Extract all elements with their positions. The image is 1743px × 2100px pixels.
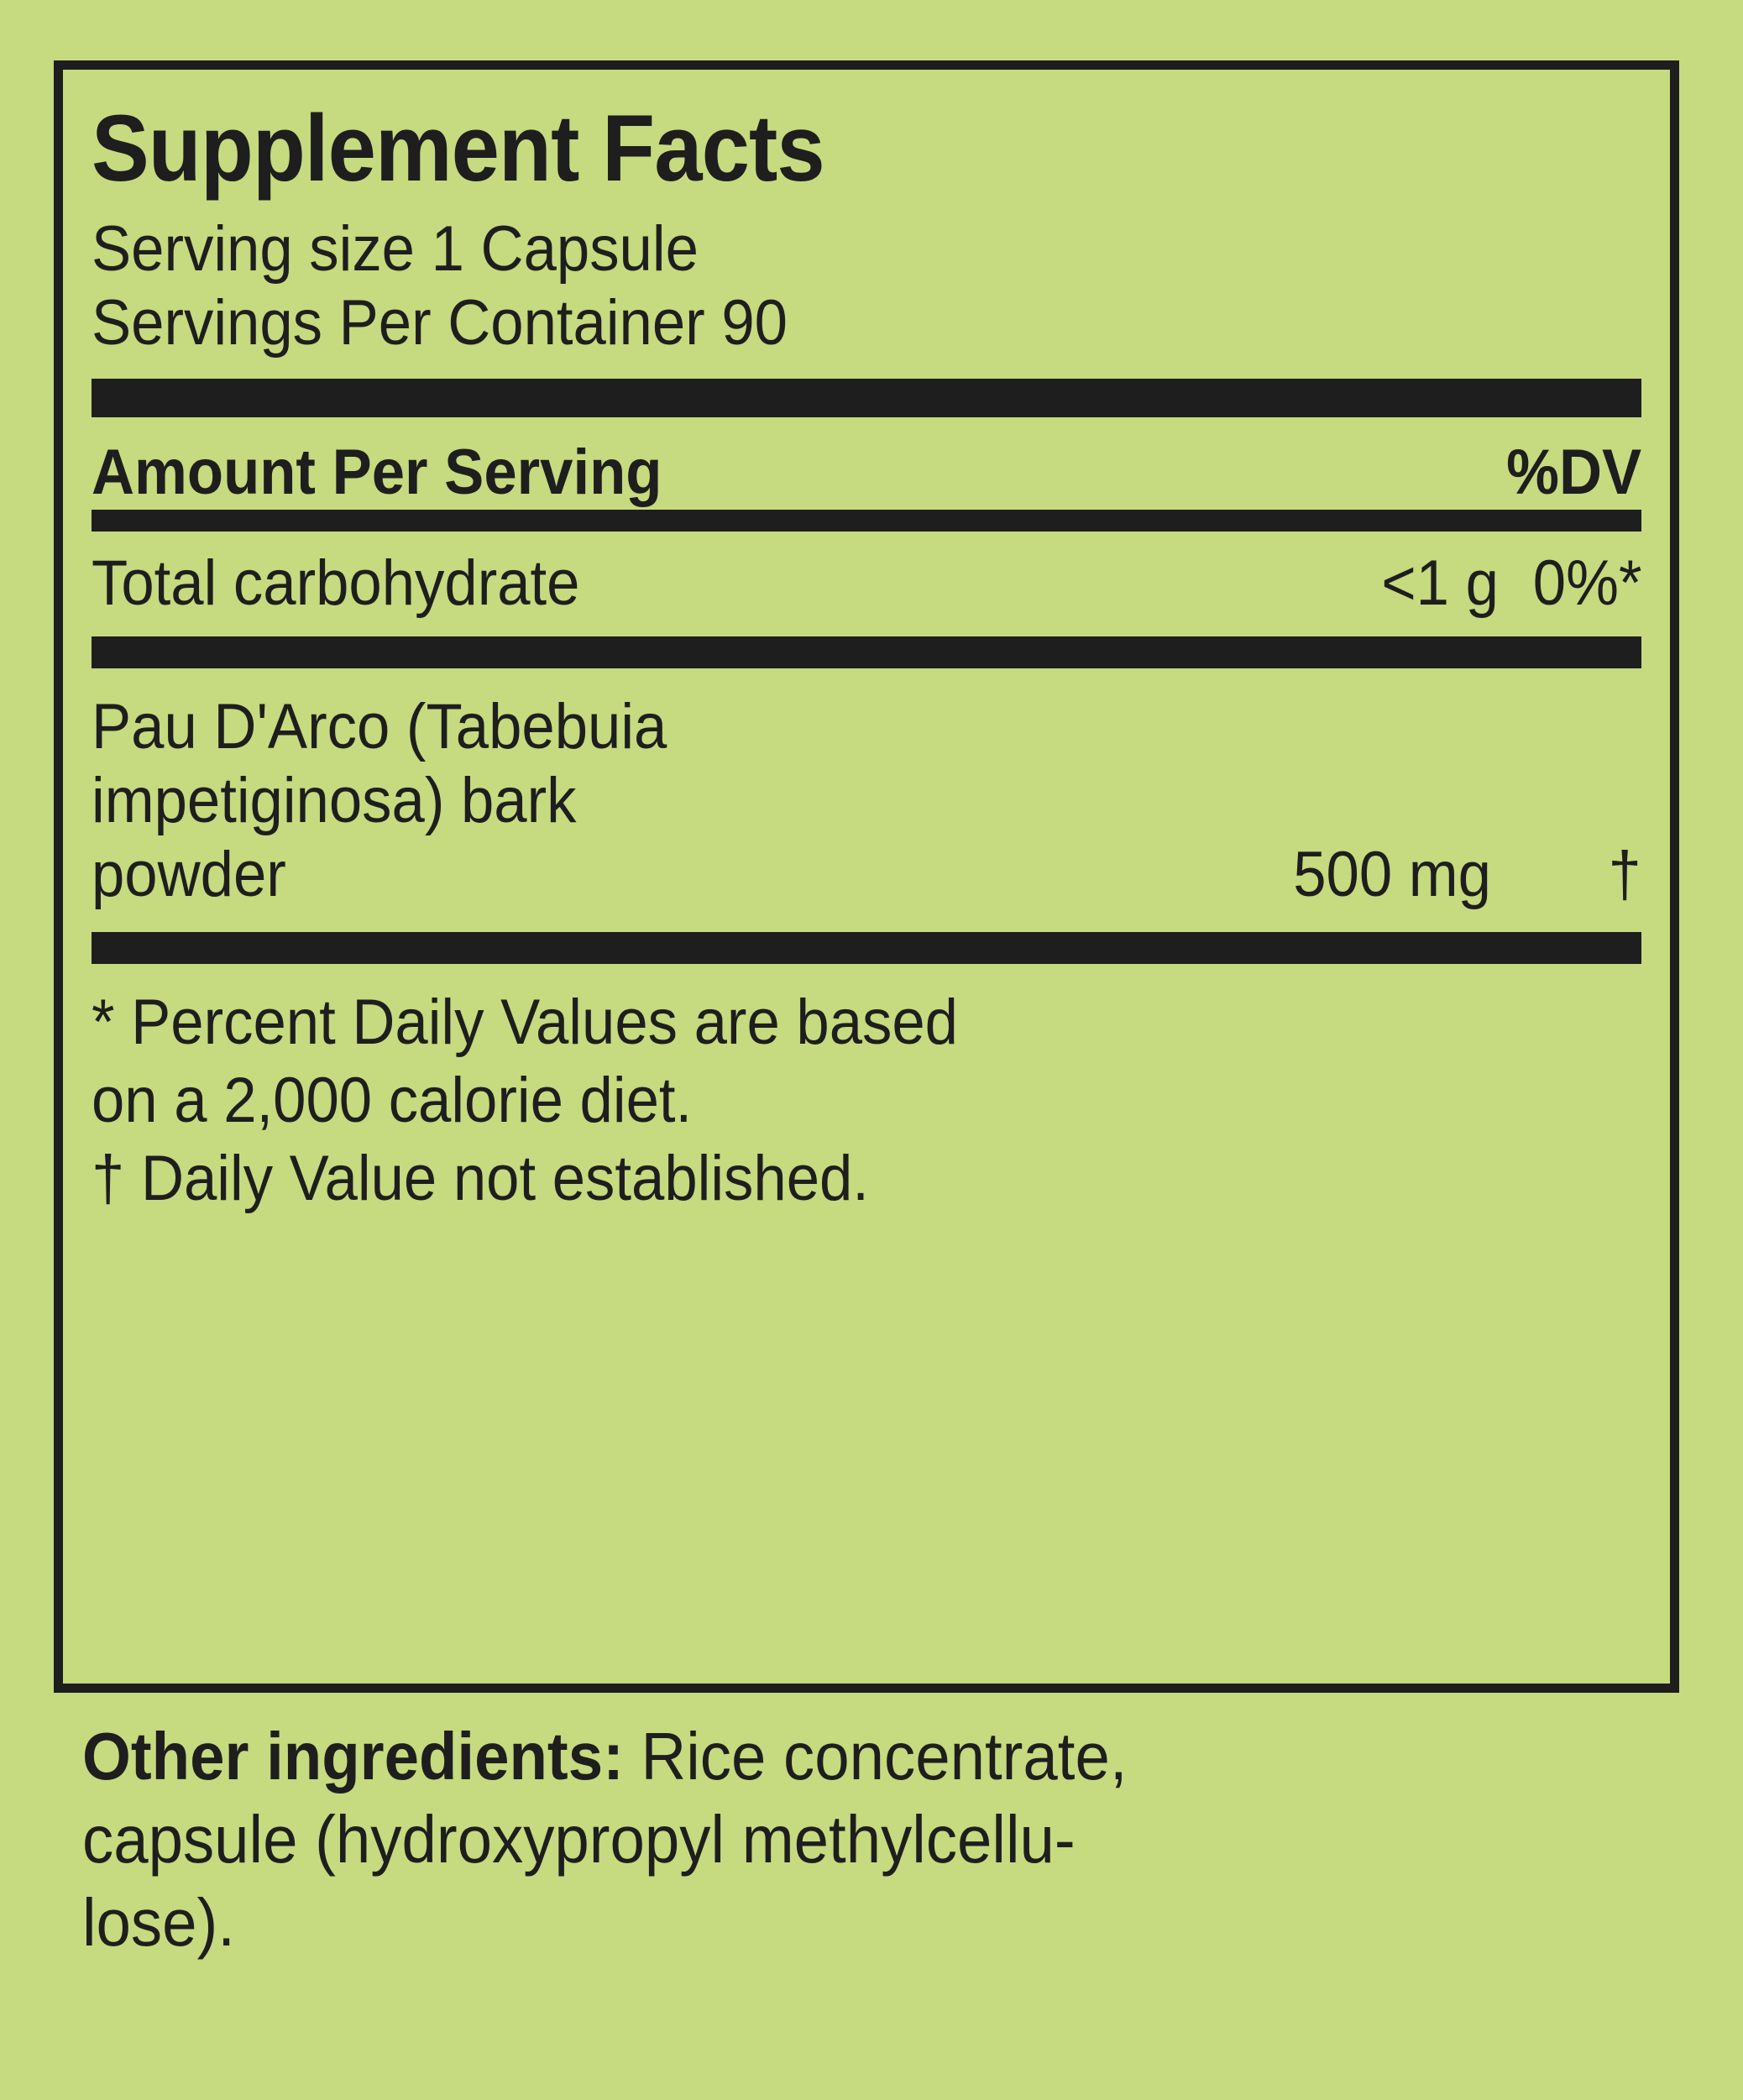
divider-under-ingredient (92, 932, 1641, 965)
divider-under-carbohydrate (92, 636, 1641, 668)
ingredient-dv-dagger: † (1608, 838, 1641, 910)
other-ingredients-line-2: capsule (hydroxypropyl methylcellu- (82, 1802, 1076, 1877)
divider-under-header (92, 510, 1641, 532)
footnote-line-1: * Percent Daily Values are based (92, 987, 958, 1059)
servings-per-container-text: Servings Per Container 90 (92, 287, 788, 359)
footnote-line-3: † Daily Value not established. (92, 1142, 869, 1214)
other-ingredients-label: Other ingredients: (82, 1719, 624, 1794)
amount-per-serving-header-row: Amount Per Serving %DV (92, 436, 1641, 510)
nutrient-values: <1 g 0%* (1381, 547, 1641, 621)
footnotes: * Percent Daily Values are based on a 2,… (92, 984, 1641, 1218)
percent-dv-label: %DV (1505, 437, 1641, 509)
nutrient-dv: 0%* (1532, 547, 1641, 620)
other-ingredients-block: Other ingredients: Rice concentrate, cap… (82, 1715, 1613, 1965)
ingredient-amount: 500 mg (1293, 838, 1492, 910)
other-ingredients-line-1: Other ingredients: Rice concentrate, (82, 1715, 1613, 1798)
serving-size-text: Serving size 1 Capsule (92, 213, 699, 285)
ingredient-name: Pau D'Arco (Tabebuia impetiginosa) bark … (92, 690, 985, 912)
ingredient-name-line-3: powder (92, 838, 286, 910)
ingredient-values: 500 mg † (1293, 838, 1641, 912)
page-title: Supplement Facts (92, 96, 825, 201)
amount-per-serving-label: Amount Per Serving (92, 437, 662, 509)
table-row-pau-darco: Pau D'Arco (Tabebuia impetiginosa) bark … (92, 690, 1641, 912)
nutrient-name: Total carbohydrate (92, 547, 580, 620)
other-ingredients-line-1-rest: Rice concentrate, (623, 1719, 1128, 1794)
supplement-facts-panel: Supplement Facts Serving size 1 Capsule … (54, 60, 1679, 1693)
ingredient-name-line-1: Pau D'Arco (Tabebuia (92, 690, 667, 762)
divider-thick-top (92, 379, 1641, 418)
footnote-line-2: on a 2,000 calorie diet. (92, 1064, 693, 1136)
nutrient-amount: <1 g (1380, 547, 1499, 620)
table-row-total-carbohydrate: Total carbohydrate <1 g 0%* (92, 547, 1641, 621)
ingredient-name-line-2: impetiginosa) bark (92, 764, 577, 836)
other-ingredients-line-3: lose). (82, 1885, 235, 1961)
